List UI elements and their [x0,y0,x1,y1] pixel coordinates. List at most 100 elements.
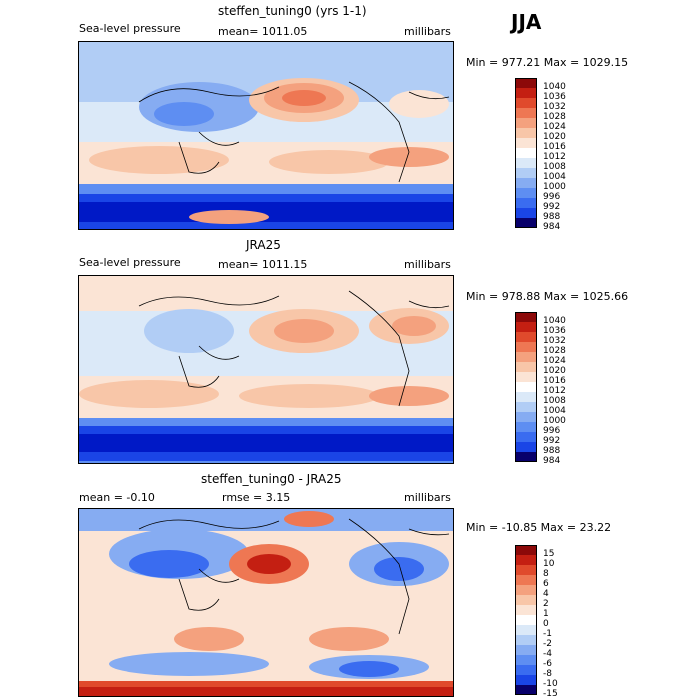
colorbar-1-label: 1004 [543,172,566,182]
colorbar-2-swatch [515,452,537,462]
colorbar-1-label: 1000 [543,182,566,192]
colorbar-2-swatch [515,322,537,332]
colorbar-2-label: 1028 [543,346,566,356]
colorbar-2-swatch [515,312,537,322]
colorbar-3-label: -8 [543,669,552,679]
panel-1-variable-label: Sea-level pressure [79,22,181,35]
panel-2-mean-label: mean= 1011.15 [218,258,308,271]
colorbar-2-label: 992 [543,436,561,446]
colorbar-3-swatch [515,565,537,575]
colorbar-3-swatch [515,665,537,675]
panel-3-min-max: Min = -10.85 Max = 23.22 [466,521,612,534]
colorbar-1-swatch [515,208,537,218]
colorbar-2-label: 1040 [543,316,566,326]
colorbar-2-swatch [515,442,537,452]
colorbar-1-swatch [515,98,537,108]
colorbar-1-label: 1016 [543,142,566,152]
colorbar-2-label: 1032 [543,336,566,346]
colorbar-2-label: 1008 [543,396,566,406]
colorbar-2-label: 1036 [543,326,566,336]
colorbar-3-label: -4 [543,649,552,659]
colorbar-3-label: 2 [543,599,549,609]
colorbar-1-label: 1040 [543,82,566,92]
colorbar-1-label: 992 [543,202,561,212]
colorbar-1-label: 1036 [543,92,566,102]
colorbar-1-swatch [515,198,537,208]
colorbar-3-swatch [515,655,537,665]
colorbar-2-swatch [515,332,537,342]
colorbar-3-label: -15 [543,689,558,699]
colorbar-3-label: -10 [543,679,558,689]
colorbar-2-label: 1016 [543,376,566,386]
colorbar-1-swatch [515,148,537,158]
colorbar-1-swatch [515,158,537,168]
colorbar-2-label: 988 [543,446,561,456]
panel-3-units-label: millibars [404,491,451,504]
colorbar-2-label: 1000 [543,416,566,426]
colorbar-1-swatch [515,138,537,148]
panel-3-rmse-label: rmse = 3.15 [222,491,291,504]
colorbar-3-swatch [515,545,537,555]
colorbar-3-swatch [515,585,537,595]
colorbar-2-swatch [515,382,537,392]
colorbar-1-label: 1008 [543,162,566,172]
colorbar-2-swatch [515,342,537,352]
panel-1-title: steffen_tuning0 (yrs 1-1) [218,4,367,18]
colorbar-2-label: 1004 [543,406,566,416]
colorbar-1-label: 1032 [543,102,566,112]
colorbar-1-swatch [515,78,537,88]
colorbar-2-swatch [515,412,537,422]
panel-3-colorbar: 15 10 8 6 4 2 1 0 -1 -2 -4 -6 -8 -10 -15 [515,545,585,699]
colorbar-1-label: 1012 [543,152,566,162]
colorbar-1-swatch [515,188,537,198]
colorbar-1-label: 988 [543,212,561,222]
colorbar-3-label: -1 [543,629,552,639]
panel-2-variable-label: Sea-level pressure [79,256,181,269]
colorbar-3-swatch [515,635,537,645]
panel-2-title: JRA25 [246,238,281,252]
colorbar-2-swatch [515,392,537,402]
panel-3-mean-label: mean = -0.10 [79,491,155,504]
colorbar-1-label: 984 [543,222,561,232]
panel-3-title: steffen_tuning0 - JRA25 [201,472,342,486]
colorbar-2-label: 1024 [543,356,566,366]
colorbar-3-label: 8 [543,569,549,579]
colorbar-2-swatch [515,402,537,412]
colorbar-1-swatch [515,168,537,178]
colorbar-2-label: 1012 [543,386,566,396]
colorbar-2-label: 996 [543,426,561,436]
colorbar-3-label: 6 [543,579,549,589]
colorbar-2-label: 1020 [543,366,566,376]
colorbar-2-swatch [515,372,537,382]
panel-1-mean-label: mean= 1011.05 [218,25,308,38]
colorbar-3-label: 1 [543,609,549,619]
colorbar-3-swatch [515,555,537,565]
colorbar-1-swatch [515,118,537,128]
colorbar-1-label: 996 [543,192,561,202]
colorbar-1-label: 1020 [543,132,566,142]
colorbar-3-swatch [515,625,537,635]
colorbar-2-swatch [515,422,537,432]
panel-1-units-label: millibars [404,25,451,38]
colorbar-3-label: -6 [543,659,552,669]
panel-2-map [78,275,454,464]
colorbar-1-swatch [515,128,537,138]
colorbar-1-label: 1024 [543,122,566,132]
colorbar-1-swatch [515,88,537,98]
colorbar-3-swatch [515,595,537,605]
colorbar-3-swatch [515,685,537,695]
colorbar-3-label: 15 [543,549,555,559]
colorbar-2-swatch [515,362,537,372]
colorbar-3-swatch [515,645,537,655]
colorbar-2-swatch [515,432,537,442]
colorbar-3-swatch [515,675,537,685]
colorbar-3-label: 10 [543,559,555,569]
colorbar-3-swatch [515,605,537,615]
colorbar-1-label: 1028 [543,112,566,122]
colorbar-1-swatch [515,218,537,228]
season-label: JJA [511,10,542,34]
panel-3-map [78,508,454,697]
colorbar-3-label: 0 [543,619,549,629]
panel-1-map [78,41,454,230]
colorbar-2-label: 984 [543,456,561,466]
